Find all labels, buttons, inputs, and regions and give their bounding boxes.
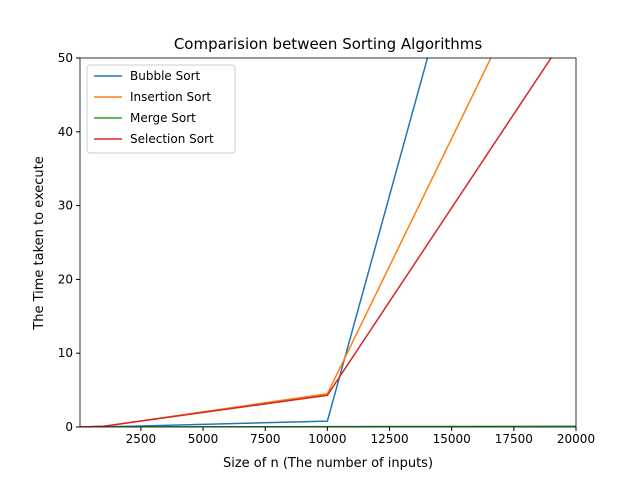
y-tick-label: 30 [58, 199, 73, 213]
x-tick-label: 20000 [557, 432, 595, 446]
x-tick-label: 15000 [433, 432, 471, 446]
y-tick-label: 0 [65, 420, 73, 434]
legend-label: Merge Sort [130, 111, 196, 125]
legend-frame [86, 64, 236, 154]
plot-frame [79, 57, 577, 428]
x-axis-label: Size of n (The number of inputs) [223, 456, 433, 471]
legend-label: Insertion Sort [130, 90, 211, 104]
x-tick-label: 5000 [188, 432, 219, 446]
legend: Bubble Sort Insertion Sort Merge Sort Selec… [86, 64, 236, 154]
x-tick-label: 2500 [126, 432, 157, 446]
y-tick-label: 20 [58, 272, 73, 286]
x-tick-label: 7500 [250, 432, 281, 446]
legend-label: Bubble Sort [130, 69, 200, 83]
x-tick-label: 12500 [370, 432, 408, 446]
y-tick-label: 10 [58, 346, 73, 360]
chart-title: Comparision between Sorting Algorithms [174, 35, 483, 53]
y-axis-label: The Time taken to execute [32, 156, 47, 330]
legend-label: Selection Sort [130, 132, 214, 146]
x-tick-label: 10000 [308, 432, 346, 446]
y-tick-label: 50 [58, 51, 73, 65]
x-tick-label: 17500 [495, 432, 533, 446]
y-tick-label: 40 [58, 125, 73, 139]
